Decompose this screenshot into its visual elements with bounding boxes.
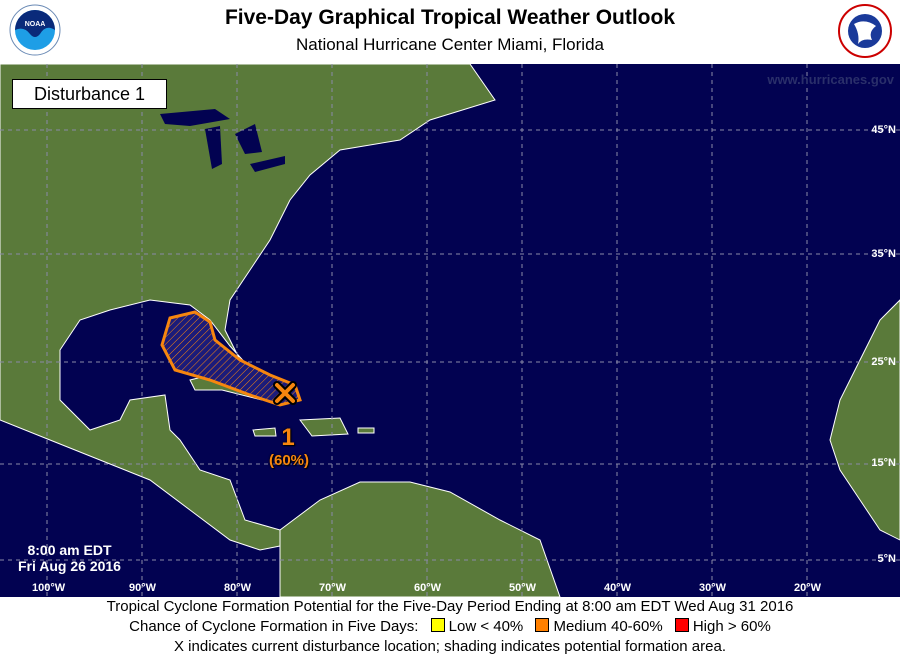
map-canvas xyxy=(0,64,900,597)
legend-row: Chance of Cyclone Formation in Five Days… xyxy=(0,617,900,637)
outlook-map: Disturbance 1 www.hurricanes.gov 45°N 35… xyxy=(0,64,900,597)
formation-area xyxy=(160,310,302,407)
puerto-rico xyxy=(357,427,375,434)
south-america xyxy=(279,481,561,597)
lat-label: 25°N xyxy=(871,356,896,368)
low-swatch xyxy=(430,618,445,632)
lon-label: 60°W xyxy=(414,582,442,594)
svg-text:NOAA: NOAA xyxy=(25,21,46,28)
landmasses xyxy=(0,64,900,597)
lon-label: 40°W xyxy=(604,582,632,594)
north-america xyxy=(0,64,496,551)
lon-label: 50°W xyxy=(509,582,537,594)
disturbance-chance: (60%) xyxy=(268,452,309,469)
jamaica xyxy=(252,427,277,437)
explanation-text: X indicates current disturbance location… xyxy=(174,638,726,655)
hispaniola xyxy=(299,417,349,437)
legend-label: Chance of Cyclone Formation in Five Days… xyxy=(129,618,419,635)
lat-label: 35°N xyxy=(871,248,896,260)
legend-medium: Medium 40-60% xyxy=(553,618,663,635)
page-subtitle: National Hurricane Center Miami, Florida xyxy=(295,35,604,54)
nws-logo xyxy=(838,4,892,58)
footer-legend: Tropical Cyclone Formation Potential for… xyxy=(0,597,900,665)
issue-time: 8:00 am EDT Fri Aug 26 2016 xyxy=(18,542,121,574)
lon-label: 70°W xyxy=(319,582,347,594)
lat-label: 5°N xyxy=(877,553,896,565)
period-text: Tropical Cyclone Formation Potential for… xyxy=(106,598,794,615)
lon-label: 30°W xyxy=(699,582,727,594)
disturbance-number: 1 xyxy=(281,424,295,451)
medium-swatch xyxy=(535,618,550,632)
noaa-logo: NOAA xyxy=(9,4,61,56)
graticule xyxy=(0,64,900,597)
legend-low: Low < 40% xyxy=(448,618,524,635)
issue-time-line2: Fri Aug 26 2016 xyxy=(18,558,121,574)
lon-label: 90°W xyxy=(129,582,157,594)
page-title: Five-Day Graphical Tropical Weather Outl… xyxy=(224,6,676,29)
lat-label: 45°N xyxy=(871,124,896,136)
lon-label: 20°W xyxy=(794,582,822,594)
header: NOAA Five-Day Graphical Tropical Weather… xyxy=(0,0,900,64)
high-swatch xyxy=(674,618,689,632)
legend-high: High > 60% xyxy=(692,618,771,635)
lon-label: 80°W xyxy=(224,582,252,594)
watermark: www.hurricanes.gov xyxy=(767,72,894,87)
disturbance-box: Disturbance 1 xyxy=(12,79,167,109)
x-icon xyxy=(273,381,297,405)
lon-label: 100°W xyxy=(32,582,66,594)
issue-time-line1: 8:00 am EDT xyxy=(27,542,112,558)
great-lakes xyxy=(160,109,285,172)
africa xyxy=(829,299,900,541)
lat-label: 15°N xyxy=(871,457,896,469)
